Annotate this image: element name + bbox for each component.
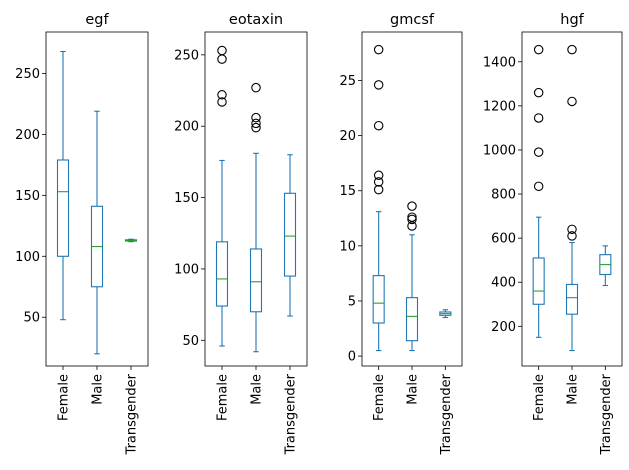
y-tick-label: 1400 bbox=[483, 55, 516, 70]
y-tick-label: 10 bbox=[339, 239, 356, 254]
outlier-point bbox=[373, 177, 384, 187]
y-tick-label: 0 bbox=[348, 350, 356, 365]
outlier-point bbox=[251, 82, 261, 93]
panel-title: gmcsf bbox=[390, 12, 435, 28]
outlier-point bbox=[217, 97, 227, 107]
y-tick-label: 100 bbox=[174, 262, 199, 277]
outlier-point bbox=[533, 113, 544, 123]
y-tick-label: 1000 bbox=[483, 143, 516, 158]
y-tick-label: 250 bbox=[174, 48, 199, 63]
outlier-point bbox=[217, 90, 227, 100]
outlier-point bbox=[373, 120, 384, 131]
x-tick-label-transgender: Transgender bbox=[125, 373, 140, 455]
outlier-point bbox=[251, 118, 261, 129]
axes-frame bbox=[204, 31, 308, 367]
outlier-point bbox=[373, 184, 384, 195]
box-transgender bbox=[124, 238, 138, 243]
outlier-point bbox=[533, 181, 544, 192]
outlier-point bbox=[217, 45, 227, 56]
panel-hgf: hgf 200 400 600 800 1000 1200 1400 Female Male Tra… bbox=[483, 12, 623, 455]
axes-frame bbox=[361, 31, 463, 367]
outlier-point bbox=[373, 80, 384, 90]
box-female bbox=[56, 50, 70, 321]
y-tick-label: 50 bbox=[182, 334, 199, 349]
y-tick-label: 150 bbox=[15, 189, 40, 204]
x-tick-label-male: Male bbox=[250, 374, 265, 405]
y-tick-label: 400 bbox=[491, 276, 516, 291]
x-tick-label-male: Male bbox=[406, 374, 421, 405]
outlier-point bbox=[251, 122, 261, 133]
panel-gmcsf: gmcsf 0 5 10 15 20 25 Female Male Transgender bbox=[339, 12, 463, 455]
y-tick-label: 600 bbox=[491, 232, 516, 247]
x-tick-label-male: Male bbox=[91, 374, 106, 405]
y-tick-label: 20 bbox=[339, 129, 356, 144]
box-transgender bbox=[599, 245, 612, 287]
outlier-point bbox=[567, 96, 577, 107]
x-tick-label-transgender: Transgender bbox=[599, 373, 614, 455]
y-tick-label: 250 bbox=[15, 67, 40, 82]
y-tick-label: 800 bbox=[491, 188, 516, 203]
box-body bbox=[405, 297, 419, 342]
panel-title: eotaxin bbox=[229, 12, 283, 28]
box-body bbox=[532, 257, 545, 305]
x-tick-label-female: Female bbox=[216, 374, 231, 421]
box-male bbox=[405, 201, 419, 352]
panel-eotaxin: eotaxin 50 100 150 200 250 Female Male Transgend… bbox=[174, 12, 308, 455]
outlier-point bbox=[407, 212, 417, 222]
y-tick-label: 25 bbox=[339, 74, 356, 89]
outlier-point bbox=[567, 224, 577, 235]
box-female bbox=[215, 45, 229, 347]
axes-frame bbox=[45, 31, 149, 367]
box-body bbox=[215, 241, 229, 307]
y-tick-label: 5 bbox=[348, 294, 356, 309]
x-tick-label-transgender: Transgender bbox=[284, 373, 299, 455]
box-body bbox=[283, 192, 297, 277]
y-tick-label: 200 bbox=[491, 320, 516, 335]
box-body bbox=[249, 248, 263, 313]
panel-egf: egf 50 100 150 200 250 Female Male Transgender bbox=[15, 12, 149, 455]
outlier-point bbox=[407, 201, 417, 211]
x-tick-label-male: Male bbox=[566, 374, 581, 405]
box-female bbox=[532, 44, 545, 338]
outlier-point bbox=[533, 147, 544, 157]
y-tick-label: 100 bbox=[15, 250, 40, 265]
box-male bbox=[249, 82, 263, 353]
box-body bbox=[372, 275, 385, 324]
outlier-point bbox=[567, 231, 577, 241]
panel-title: egf bbox=[85, 12, 109, 28]
panel-title: hgf bbox=[560, 12, 584, 28]
x-tick-label-transgender: Transgender bbox=[439, 373, 454, 455]
outlier-point bbox=[533, 87, 544, 98]
axes-frame bbox=[521, 31, 623, 367]
outlier-point bbox=[373, 170, 384, 181]
y-tick-label: 150 bbox=[174, 191, 199, 206]
box-female bbox=[372, 44, 385, 352]
y-tick-label: 50 bbox=[23, 311, 40, 326]
x-tick-label-female: Female bbox=[372, 374, 387, 421]
outlier-point bbox=[251, 112, 261, 123]
outlier-point bbox=[567, 44, 577, 55]
y-tick-label: 15 bbox=[339, 184, 356, 199]
box-transgender bbox=[283, 154, 297, 317]
box-body bbox=[56, 159, 70, 257]
box-transgender bbox=[439, 309, 452, 319]
y-tick-label: 1200 bbox=[483, 99, 516, 114]
outlier-point bbox=[373, 44, 384, 55]
y-tick-label: 200 bbox=[174, 120, 199, 135]
x-tick-label-female: Female bbox=[532, 374, 547, 421]
box-male bbox=[90, 110, 104, 355]
y-tick-label: 200 bbox=[15, 128, 40, 143]
x-tick-label-female: Female bbox=[57, 374, 72, 421]
box-male bbox=[565, 44, 579, 352]
outlier-point bbox=[533, 44, 544, 55]
box-body bbox=[565, 283, 579, 315]
